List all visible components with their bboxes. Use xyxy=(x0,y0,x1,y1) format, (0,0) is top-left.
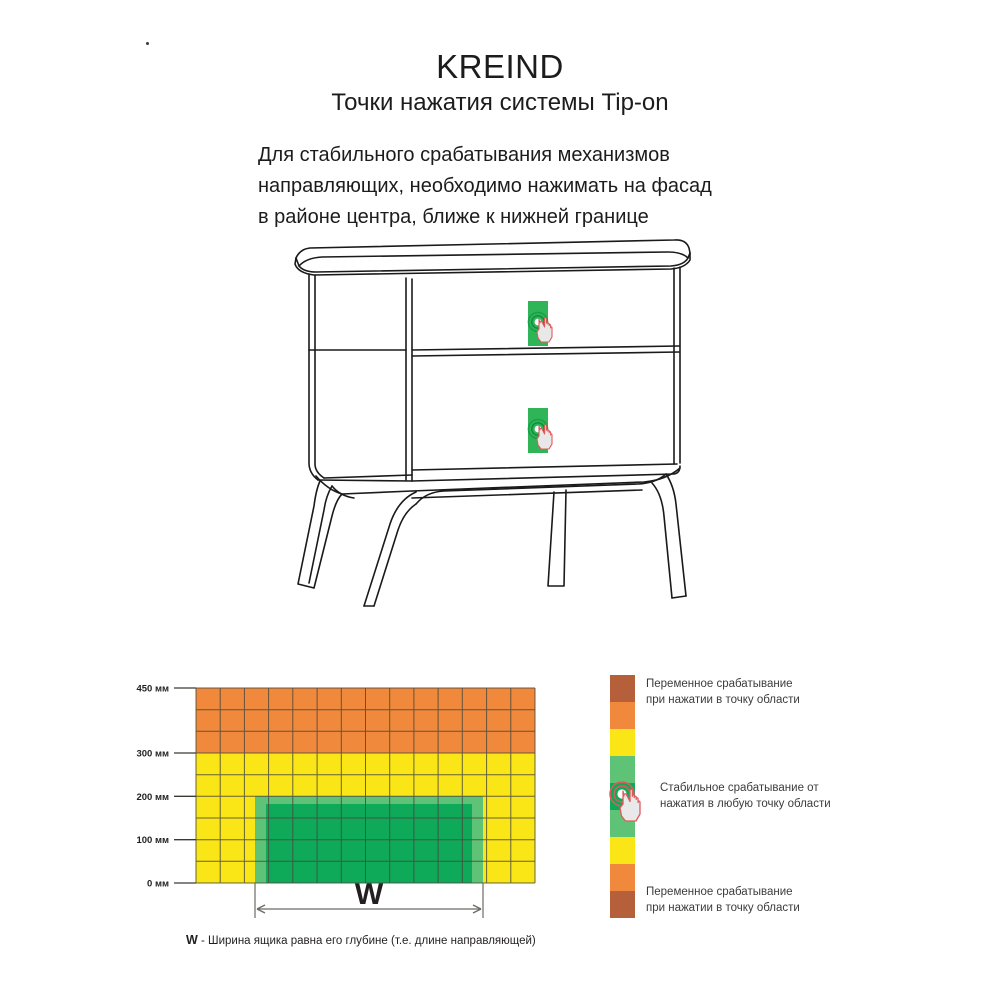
intro-paragraph: Для стабильного срабатывания механизмов … xyxy=(258,140,778,233)
svg-text:W - Ширина ящика равна его глу: W - Ширина ящика равна его глубине (т.е.… xyxy=(186,933,536,947)
legend-swatch-2 xyxy=(610,729,635,756)
brand-title: KREIND xyxy=(436,48,564,85)
y-axis: 450 мм 300 мм 200 мм 100 мм 0 мм xyxy=(136,684,196,890)
caption-bold-w: W xyxy=(186,933,198,947)
intro-line-3: в районе центра, ближе к нижней границе xyxy=(258,206,649,228)
y-tick-450: 450 мм xyxy=(136,684,169,695)
chart-caption: W - Ширина ящика равна его глубине (т.е.… xyxy=(186,933,536,947)
y-tick-100: 100 мм xyxy=(136,835,169,846)
intro-line-2: направляющих, необходимо нажимать на фас… xyxy=(258,175,712,197)
legend-swatch-6 xyxy=(610,837,635,864)
legend-item-1-line1: Стабильное срабатывание от xyxy=(660,782,819,794)
y-tick-300: 300 мм xyxy=(136,749,169,760)
legend-item-2-line1: Переменное срабатывание xyxy=(646,886,793,898)
legend-item-0-line2: при нажатии в точку области xyxy=(646,694,800,706)
legend-swatch-0 xyxy=(610,675,635,702)
legend-swatch-8 xyxy=(610,891,635,918)
press-zone-chart: 450 мм 300 мм 200 мм 100 мм 0 мм W W - Ш… xyxy=(0,660,1000,960)
y-tick-0: 0 мм xyxy=(147,879,169,890)
heatmap-gridlines xyxy=(195,687,536,884)
legend-item-0-line1: Переменное срабатывание xyxy=(646,678,793,690)
legend-item-1-line2: нажатия в любую точку области xyxy=(660,798,831,810)
legend-swatch-1 xyxy=(610,702,635,729)
upper-drawer-press-point xyxy=(527,300,553,347)
width-label: W xyxy=(355,878,384,911)
y-tick-200: 200 мм xyxy=(136,792,169,803)
caption-note: - Ширина ящика равна его глубине (т.е. д… xyxy=(198,935,536,947)
artifact-dot xyxy=(146,42,149,45)
legend-swatch-7 xyxy=(610,864,635,891)
nightstand-illustration xyxy=(276,228,706,608)
legend-swatch-3 xyxy=(610,756,635,783)
legend: Переменное срабатывание при нажатии в то… xyxy=(609,675,831,918)
width-dimension: W xyxy=(254,878,484,918)
intro-line-1: Для стабильного срабатывания механизмов xyxy=(258,144,670,166)
lower-drawer-press-point xyxy=(527,407,553,454)
page-subtitle: Точки нажатия системы Tip-on xyxy=(331,89,669,116)
legend-item-2-line2: при нажатии в точку области xyxy=(646,902,800,914)
